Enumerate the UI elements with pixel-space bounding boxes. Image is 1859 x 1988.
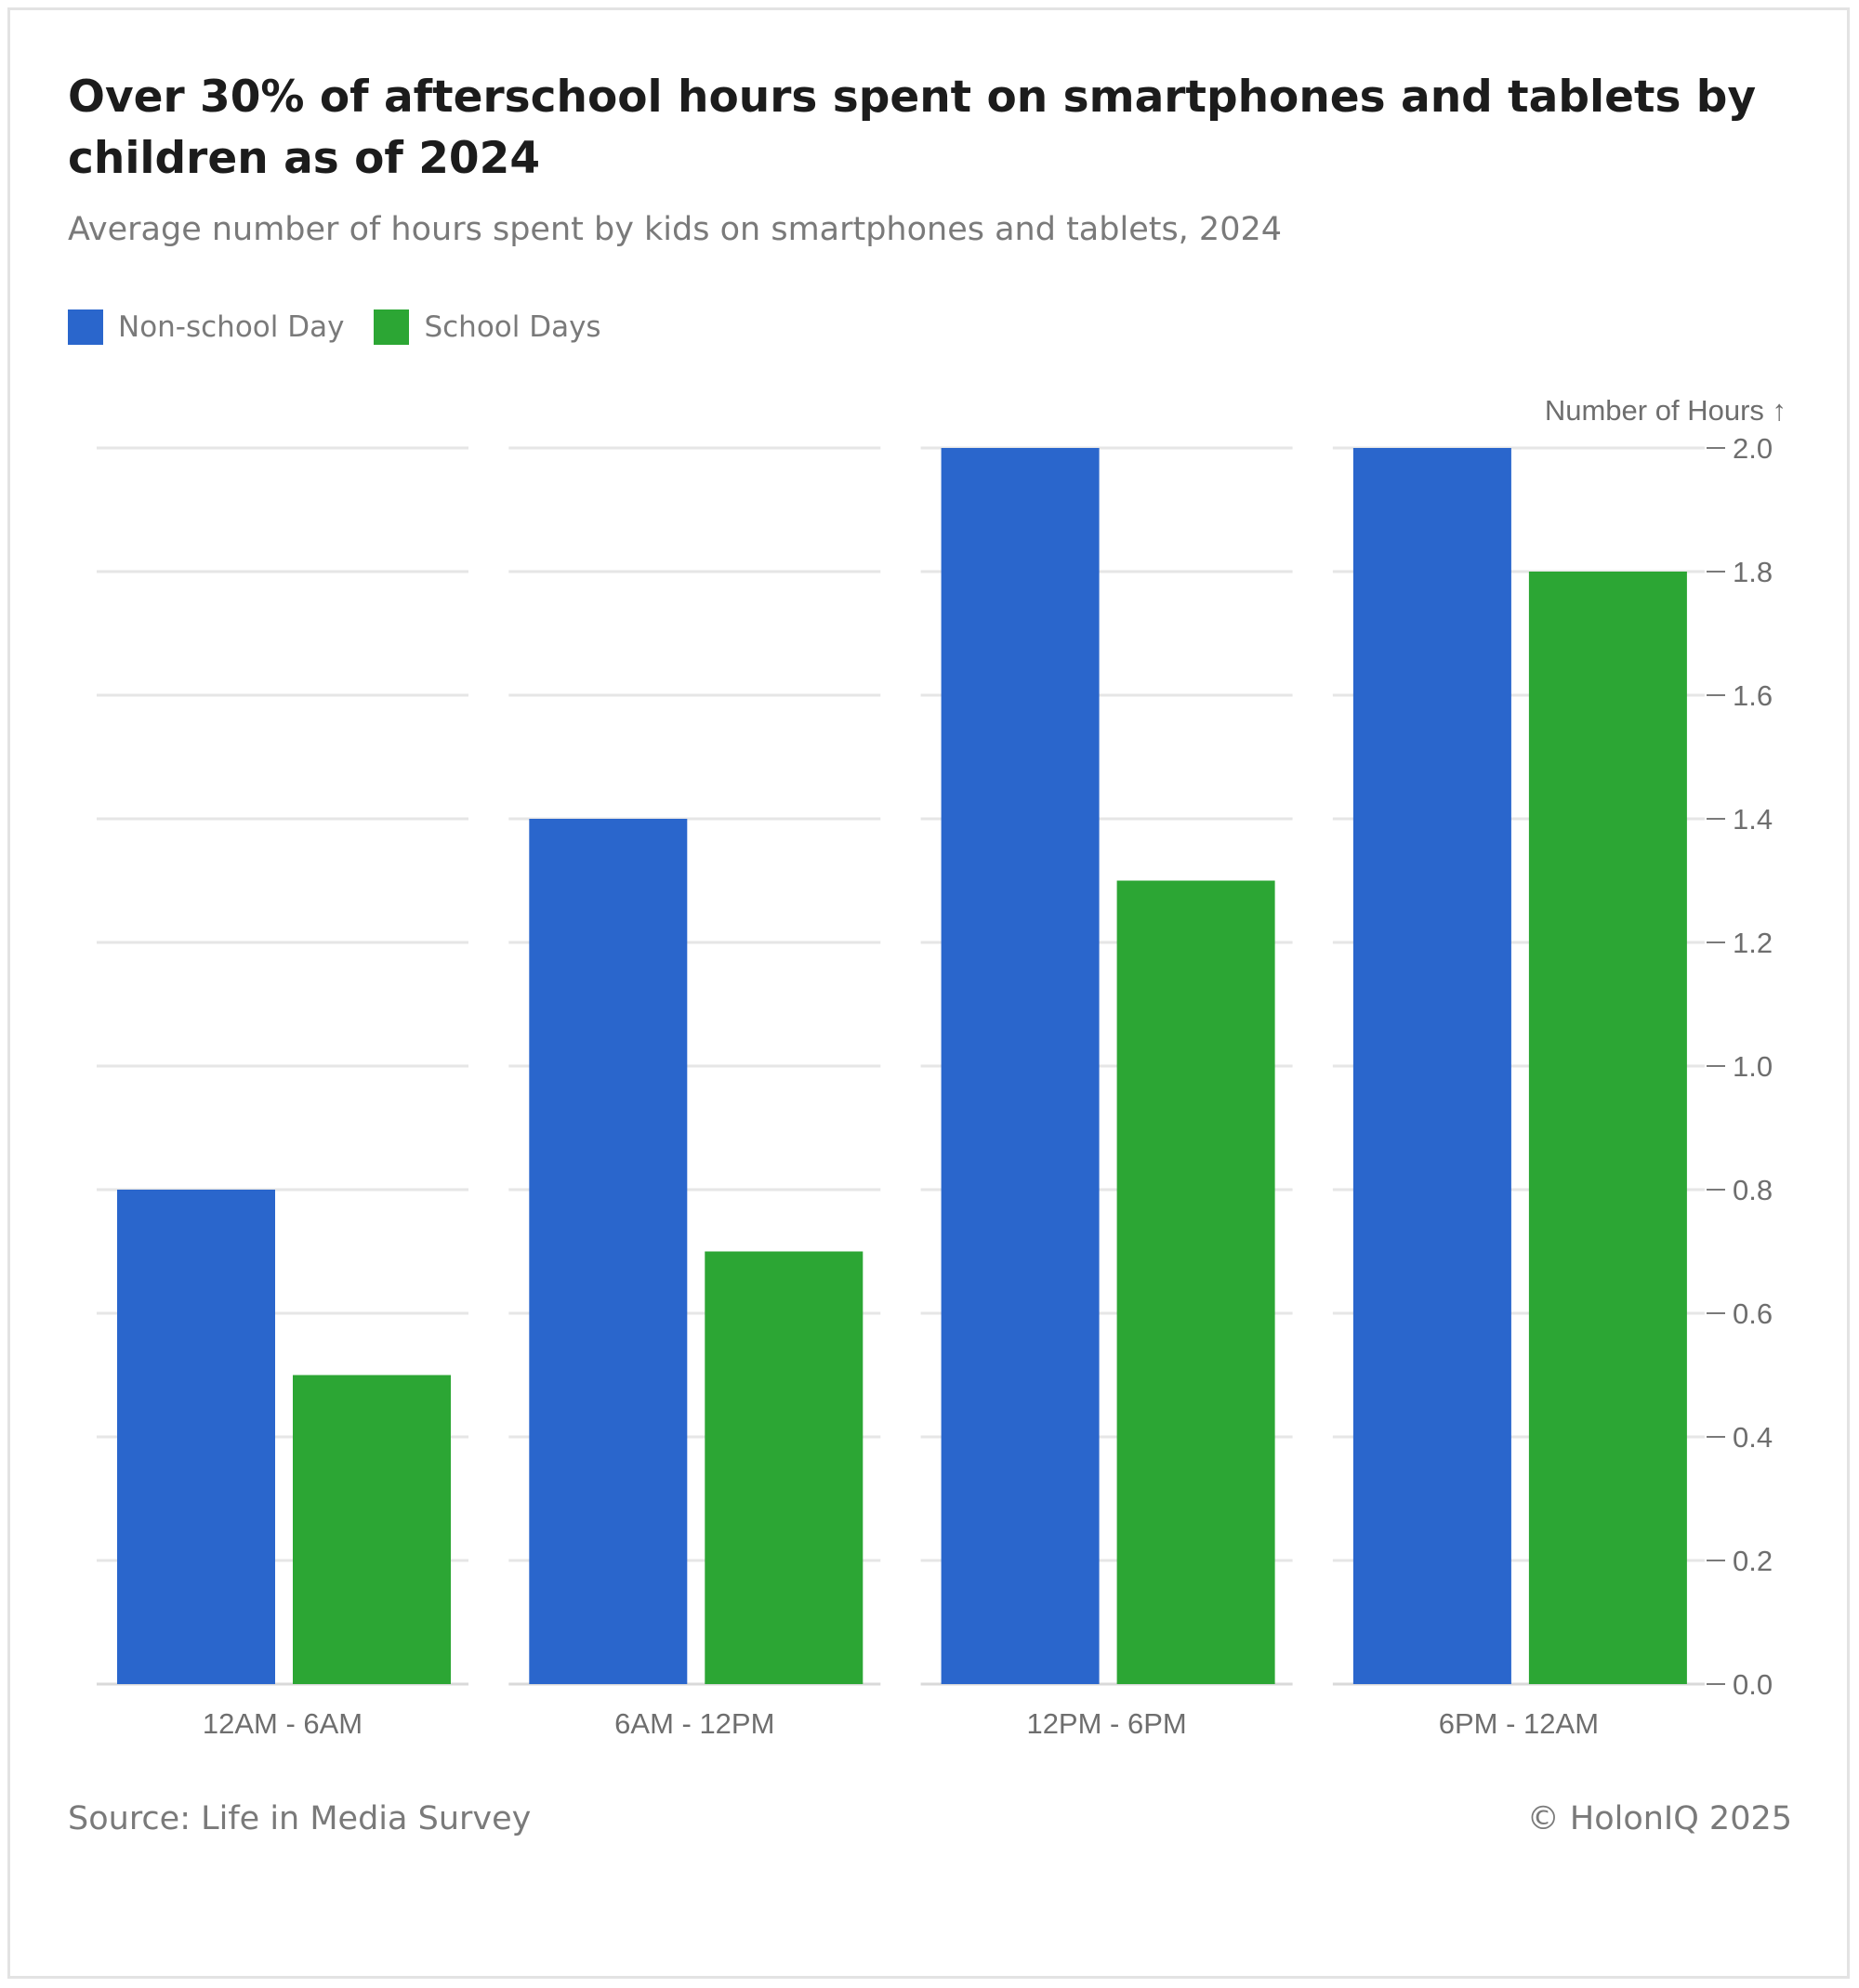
y-axis: 0.0 0.2 0.4 0.6 0.8 1.0 1.2 1.4 1.6 1.8 2.0 Number …: [1545, 394, 1786, 1701]
legend-swatch-school-days: [374, 309, 410, 345]
bar-non-school-day[interactable]: [117, 1190, 275, 1684]
y-tick-label: 0.0: [1733, 1668, 1773, 1701]
y-axis-label: Number of Hours ↑: [1545, 394, 1786, 427]
x-tick-label: 12PM - 6PM: [1026, 1707, 1186, 1740]
bars: [117, 448, 1687, 1684]
y-tick-label: 0.6: [1733, 1297, 1773, 1330]
copyright-note: © HolonIQ 2025: [1526, 1800, 1792, 1837]
y-tick-label: 0.2: [1733, 1545, 1773, 1577]
legend-swatch-non-school-day: [68, 309, 103, 345]
source-note: Source: Life in Media Survey: [68, 1800, 532, 1837]
y-tick-label: 1.4: [1733, 803, 1773, 836]
y-tick-label: 1.0: [1733, 1050, 1773, 1083]
bar-school-days[interactable]: [1528, 572, 1687, 1684]
bar-non-school-day[interactable]: [1352, 448, 1511, 1684]
legend-label-school-days: School Days: [424, 310, 601, 344]
y-tick-label: 1.8: [1733, 556, 1773, 588]
y-tick-label: 0.4: [1733, 1421, 1773, 1454]
y-tick-label: 1.2: [1733, 927, 1773, 959]
bar-non-school-day[interactable]: [941, 448, 1100, 1684]
bar-school-days[interactable]: [705, 1251, 864, 1685]
legend-label-non-school-day: Non-school Day: [118, 310, 345, 344]
x-tick-label: 12AM - 6AM: [203, 1707, 363, 1740]
bar-school-days[interactable]: [1116, 880, 1275, 1685]
legend-item-school-days[interactable]: School Days: [374, 309, 601, 345]
x-tick-label: 6AM - 12PM: [614, 1707, 774, 1740]
bar-school-days[interactable]: [293, 1375, 451, 1685]
legend-item-non-school-day[interactable]: Non-school Day: [68, 309, 344, 345]
chart-subtitle: Average number of hours spent by kids on…: [68, 211, 1283, 248]
x-tick-label: 6PM - 12AM: [1439, 1707, 1599, 1740]
chart-title: Over 30% of afterschool hours spent on s…: [68, 72, 1757, 184]
y-tick-label: 1.6: [1733, 679, 1773, 712]
x-axis-labels: 12AM - 6AM 6AM - 12PM 12PM - 6PM 6PM - 12AM: [203, 1707, 1599, 1740]
chart-legend: Non-school Day School Days: [68, 309, 631, 346]
y-tick-label: 2.0: [1733, 432, 1773, 465]
y-tick-label: 0.8: [1733, 1174, 1773, 1206]
bar-non-school-day[interactable]: [529, 819, 688, 1684]
